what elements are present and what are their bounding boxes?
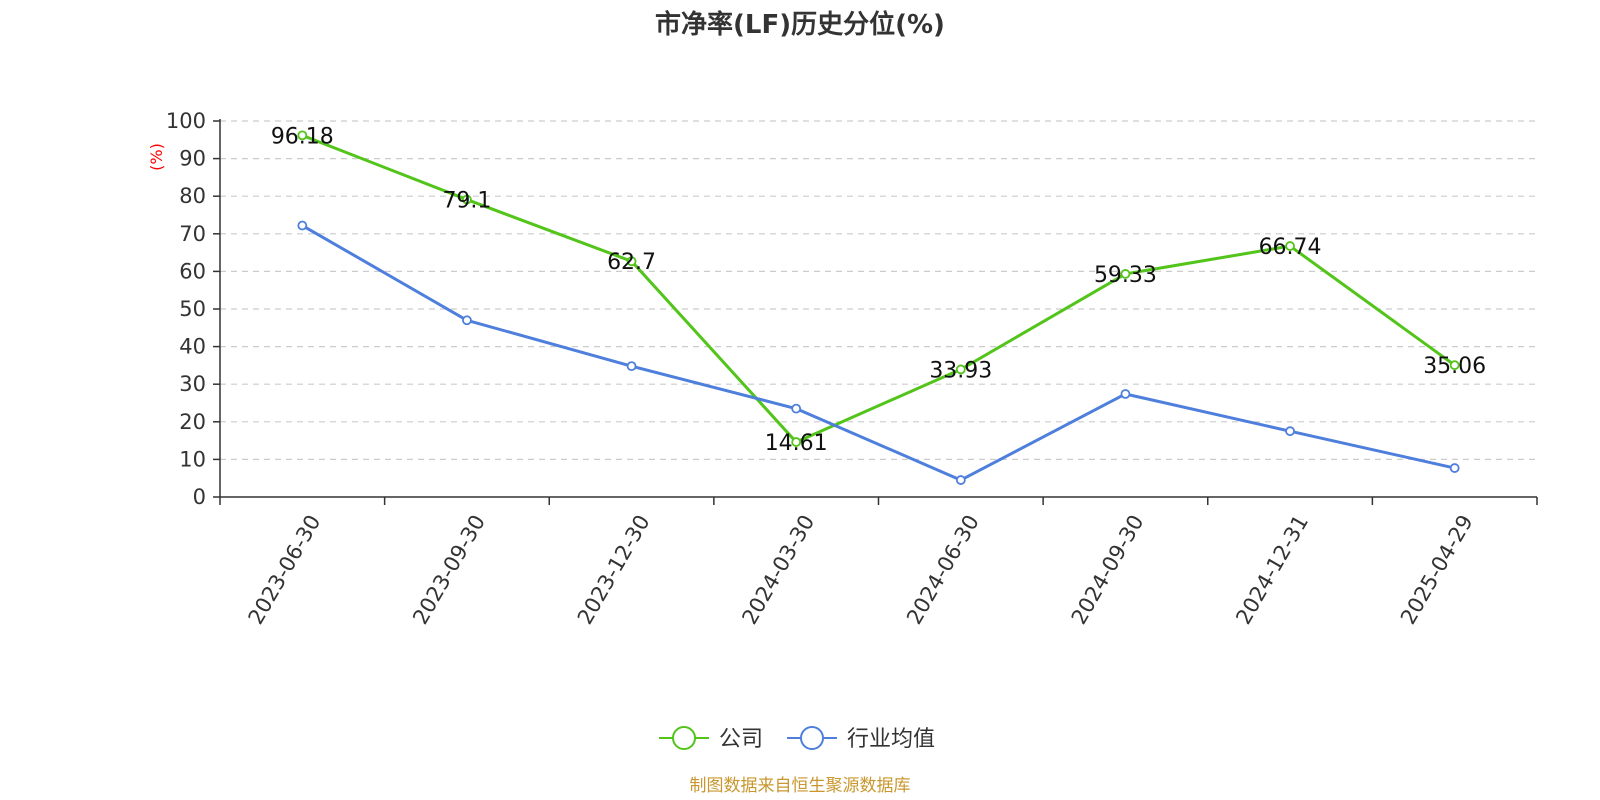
data-point <box>626 256 637 267</box>
x-tick-label: 2023-12-30 <box>573 511 655 629</box>
data-point <box>462 315 472 326</box>
data-label: 62.7 <box>607 250 656 275</box>
legend-item: 公司 <box>659 726 763 752</box>
data-label: 59.33 <box>1094 263 1157 288</box>
series-line-company <box>301 133 1456 444</box>
data-point <box>1120 389 1131 399</box>
data-label-layer: 96.18 79.1 62.7 14.61 33.93 59.33 66.74 35.06 <box>271 124 1486 456</box>
legend-marker <box>672 726 696 750</box>
series-line-industry-average <box>301 224 1456 482</box>
legend-marker <box>800 726 824 750</box>
chart-title: 市净率(LF)历史分位(%) <box>655 9 945 40</box>
y-tick-label: 0 <box>193 485 206 509</box>
data-point <box>1285 241 1295 251</box>
x-tick-label: 2024-12-31 <box>1231 511 1313 629</box>
data-label: 14.61 <box>765 431 828 456</box>
y-axis-label: (%) <box>147 143 166 171</box>
legend-label: 行业均值 <box>847 727 935 752</box>
data-point <box>1449 463 1460 473</box>
x-tick-label: 2024-06-30 <box>902 511 984 629</box>
x-tick-label: 2024-09-30 <box>1067 511 1149 629</box>
data-point <box>1120 269 1131 279</box>
legend: 公司 行业均值 <box>659 726 935 752</box>
data-point <box>1449 360 1460 371</box>
y-tick-label: 20 <box>179 410 206 434</box>
y-tick-label: 100 <box>166 109 206 133</box>
source-note: 制图数据来自恒生聚源数据库 <box>690 776 911 796</box>
y-tick-label: 40 <box>179 335 206 359</box>
y-tick-label: 10 <box>179 447 206 471</box>
data-point <box>297 130 308 141</box>
data-point <box>955 364 966 375</box>
x-tick-label: 2024-03-30 <box>737 511 819 629</box>
x-tick-label: 2025-04-29 <box>1396 511 1478 629</box>
y-tick-label: 60 <box>179 259 206 283</box>
legend-item: 行业均值 <box>787 726 935 752</box>
legend-label: 公司 <box>719 727 763 752</box>
y-tick-label: 90 <box>179 147 206 171</box>
data-label: 35.06 <box>1423 354 1486 379</box>
data-label: 33.93 <box>929 358 992 383</box>
y-tick-label: 80 <box>179 184 206 208</box>
x-tick-label: 2023-09-30 <box>408 511 490 629</box>
data-point <box>297 220 308 231</box>
axis-layer: 0 10 20 30 40 50 60 70 80 90 100 2023-06-30 2023-09-… <box>166 109 1538 629</box>
y-tick-label: 30 <box>179 372 206 396</box>
x-tick-label: 2023-06-30 <box>244 511 326 629</box>
data-label: 79.1 <box>442 189 491 214</box>
data-point <box>791 437 802 447</box>
y-tick-label: 50 <box>179 297 206 321</box>
data-label: 66.74 <box>1259 235 1322 260</box>
data-point <box>462 194 472 205</box>
data-point <box>1285 426 1295 437</box>
data-point <box>955 475 966 485</box>
data-label: 96.18 <box>271 124 334 149</box>
data-point <box>626 361 637 372</box>
series-layer <box>297 130 1460 485</box>
data-point <box>791 403 802 414</box>
y-tick-label: 70 <box>179 222 206 246</box>
